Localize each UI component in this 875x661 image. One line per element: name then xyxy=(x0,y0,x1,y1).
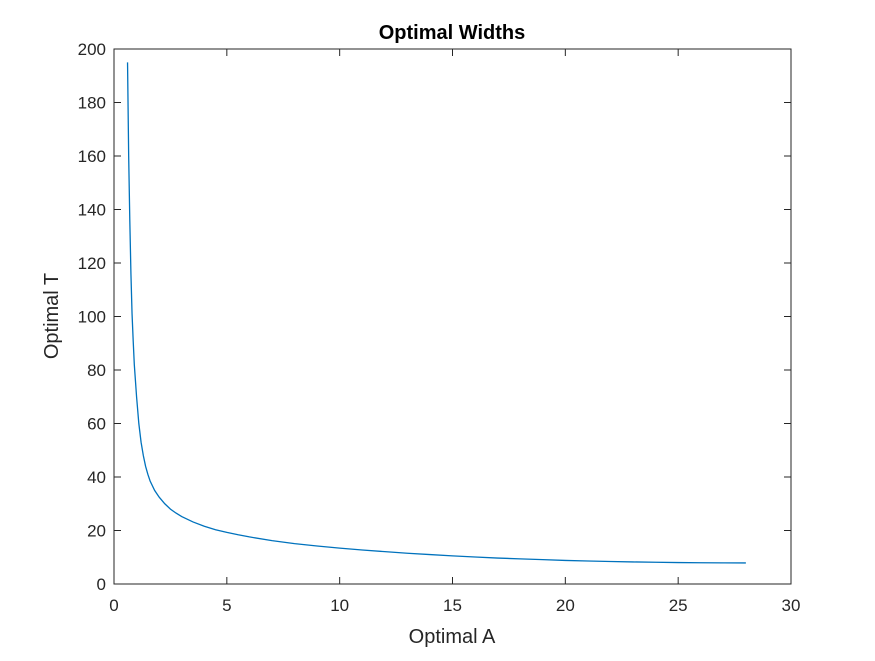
x-tick-label: 25 xyxy=(669,596,688,615)
y-tick-label: 120 xyxy=(78,254,106,273)
y-tick-label: 60 xyxy=(87,415,106,434)
y-tick-label: 20 xyxy=(87,522,106,541)
x-axis-label: Optimal A xyxy=(409,626,496,648)
y-axis-label: Optimal T xyxy=(41,273,63,359)
x-tick-label: 0 xyxy=(109,596,118,615)
y-tick-label: 0 xyxy=(97,575,106,594)
y-tick-label: 180 xyxy=(78,94,106,113)
y-tick-label: 100 xyxy=(78,308,106,327)
y-tick-label: 40 xyxy=(87,468,106,487)
chart-title: Optimal Widths xyxy=(379,22,525,44)
x-tick-label: 5 xyxy=(222,596,231,615)
y-tick-label: 80 xyxy=(87,361,106,380)
x-tick-label: 30 xyxy=(782,596,801,615)
x-tick-label: 20 xyxy=(556,596,575,615)
y-tick-label: 140 xyxy=(78,201,106,220)
plot-background xyxy=(114,49,791,584)
series-line xyxy=(126,62,746,564)
x-tick-label: 10 xyxy=(330,596,349,615)
plot-box xyxy=(113,48,792,585)
y-tick-label: 160 xyxy=(78,147,106,166)
axis-tick-labels: 0 5 10 15 20 25 30 0 20 40 60 80 100 120 140 160 180 200 xyxy=(78,40,801,615)
y-tick-label: 200 xyxy=(78,40,106,59)
x-tick-label: 15 xyxy=(443,596,462,615)
